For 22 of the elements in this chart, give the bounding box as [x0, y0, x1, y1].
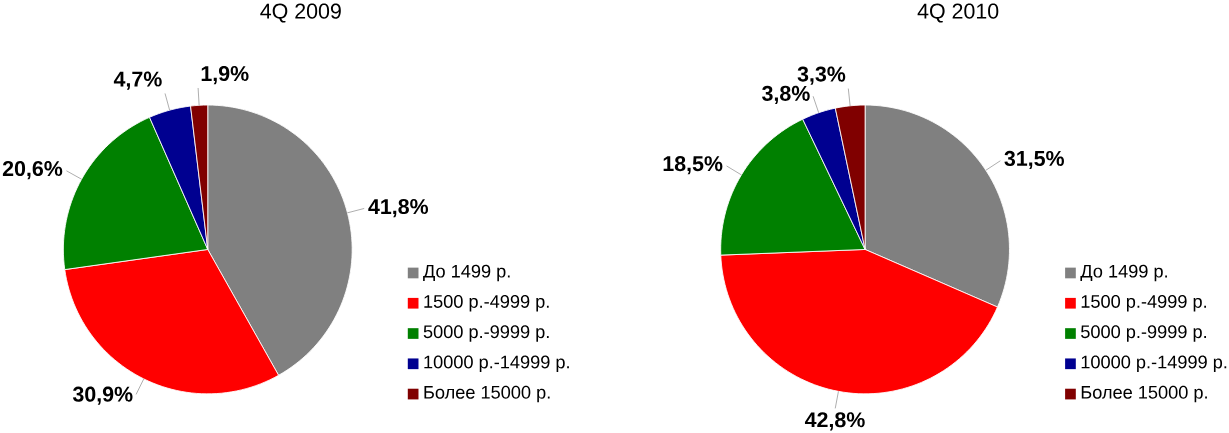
legend-label: 1500 р.-4999 р.: [1081, 295, 1206, 312]
legend-label: 10000 р.-14999 р.: [1081, 355, 1227, 373]
data-label: 4,7%: [113, 71, 162, 90]
data-label: 41,8%: [368, 199, 429, 218]
data-label: 42,8%: [804, 412, 865, 431]
data-label: 1,9%: [201, 66, 249, 85]
chart-title: 4Q 2009: [260, 3, 341, 23]
data-label: 3,8%: [762, 86, 810, 105]
legend-label: 5000 р.-9999 р.: [423, 325, 549, 342]
legend-label: 1500 р.-4999 р.: [424, 295, 549, 312]
data-label: 31,5%: [1004, 151, 1064, 170]
legend-label: До 1499 р.: [1080, 264, 1167, 282]
data-label: 30,9%: [72, 386, 133, 406]
data-label: 3,3%: [797, 66, 846, 85]
legend-label: 10000 р.-14999 р.: [424, 355, 569, 373]
legend-label: Более 15000 р.: [1081, 386, 1207, 403]
legend-label: До 1499 р.: [423, 264, 510, 282]
chart-title: 4Q 2010: [917, 3, 999, 23]
data-label: 20,6%: [2, 161, 63, 180]
legend-label: Более 15000 р.: [424, 386, 550, 403]
legend-label: 5000 р.-9999 р.: [1081, 325, 1206, 342]
data-label: 18,5%: [663, 156, 723, 175]
